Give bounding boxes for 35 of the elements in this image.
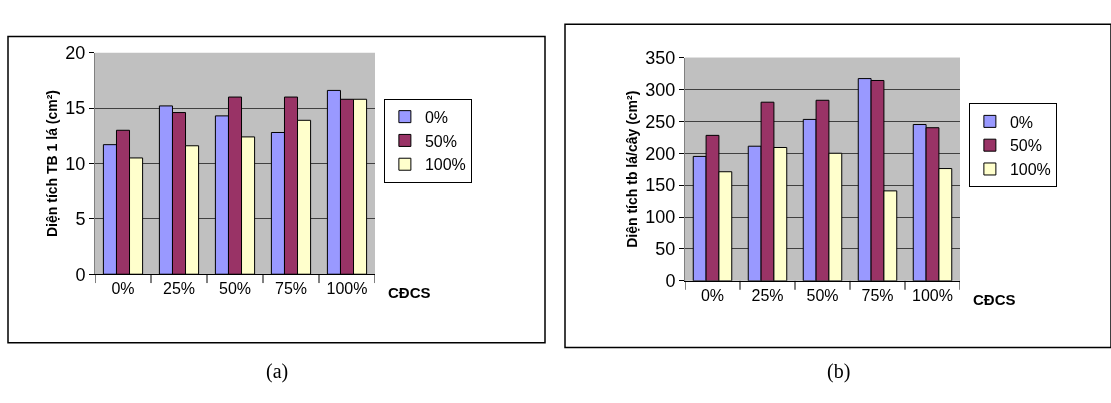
x-tick-label: 75% bbox=[274, 280, 308, 298]
text: (a) bbox=[266, 360, 289, 383]
legend-label: 50% bbox=[1009, 137, 1042, 155]
x-tick-label: 25% bbox=[162, 280, 196, 298]
x-tick-label: 0% bbox=[111, 280, 135, 298]
y-tick-label: 0 bbox=[75, 264, 86, 285]
y-tick-label: 15 bbox=[65, 98, 86, 119]
x-tick-label: 25% bbox=[751, 287, 784, 305]
y-tick-label: 250 bbox=[645, 111, 676, 132]
y-tick-label: 0 bbox=[665, 271, 676, 292]
x-tick-label: 100% bbox=[326, 280, 368, 298]
x-tick-label: 100% bbox=[912, 287, 953, 305]
legend-label: 50% bbox=[424, 132, 457, 150]
x-tick-label: 0% bbox=[700, 287, 725, 305]
y-axis-title: Diện tích TB 1 lá (cm²) bbox=[43, 89, 60, 237]
y-tick-label: 100 bbox=[645, 207, 676, 228]
y-tick-label: 50 bbox=[655, 239, 676, 260]
legend-label: 100% bbox=[424, 156, 466, 174]
x-tick-label: 75% bbox=[861, 287, 894, 305]
legend-label: 0% bbox=[1009, 113, 1034, 131]
y-tick-label: 350 bbox=[645, 47, 676, 68]
legend-label: 0% bbox=[424, 108, 449, 126]
x-axis-title: CĐCS bbox=[973, 291, 1016, 308]
x-tick-label: 50% bbox=[806, 287, 839, 305]
y-tick-label: 20 bbox=[65, 43, 86, 64]
y-tick-label: 10 bbox=[65, 153, 86, 174]
legend-label: 100% bbox=[1009, 161, 1051, 179]
y-tick-label: 300 bbox=[645, 79, 676, 100]
y-tick-label: 5 bbox=[75, 209, 86, 230]
text: (b) bbox=[827, 360, 851, 383]
y-tick-label: 150 bbox=[645, 175, 676, 196]
y-tick-label: 200 bbox=[645, 143, 676, 164]
x-axis-title: CĐCS bbox=[388, 284, 431, 301]
y-axis-title: Diện tích tb lá/cây (cm²) bbox=[623, 90, 640, 248]
x-tick-label: 50% bbox=[218, 280, 252, 298]
